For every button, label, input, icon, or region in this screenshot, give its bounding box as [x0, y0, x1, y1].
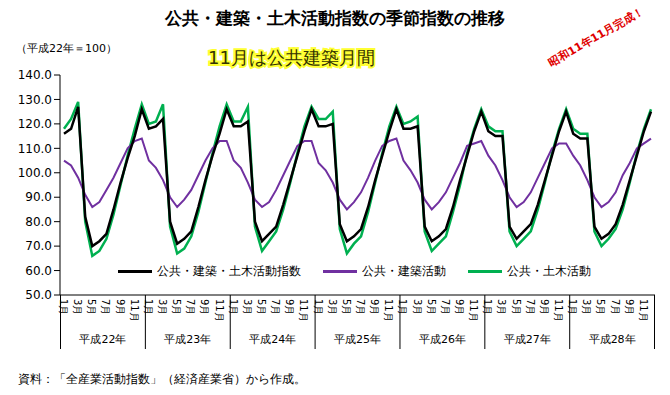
svg-text:130.0: 130.0	[18, 93, 52, 107]
svg-text:平成22年: 平成22年	[79, 333, 126, 346]
svg-text:11月: 11月	[553, 299, 564, 322]
svg-text:5月: 5月	[426, 299, 437, 315]
svg-text:11月: 11月	[638, 299, 649, 322]
svg-text:3月: 3月	[157, 299, 168, 315]
svg-text:9月: 9月	[539, 299, 550, 315]
svg-text:100.0: 100.0	[18, 166, 52, 180]
svg-text:7月: 7月	[610, 299, 621, 315]
svg-text:昭和11年11月完成！: 昭和11年11月完成！	[546, 4, 646, 69]
svg-text:110.0: 110.0	[18, 142, 52, 156]
svg-text:140.0: 140.0	[18, 68, 52, 82]
svg-text:9月: 9月	[284, 299, 295, 315]
svg-text:11月: 11月	[214, 299, 225, 322]
svg-text:公共・建築・土木活動指数の季節指数の推移: 公共・建築・土木活動指数の季節指数の推移	[164, 8, 505, 28]
svg-text:11月: 11月	[129, 299, 140, 322]
svg-text:60.0: 60.0	[25, 264, 52, 278]
svg-text:7月: 7月	[100, 299, 111, 315]
svg-text:9月: 9月	[199, 299, 210, 315]
svg-text:11月: 11月	[468, 299, 479, 322]
svg-text:5月: 5月	[86, 299, 97, 315]
svg-text:5月: 5月	[256, 299, 267, 315]
svg-text:7月: 7月	[185, 299, 196, 315]
svg-text:5月: 5月	[595, 299, 606, 315]
svg-text:3月: 3月	[412, 299, 423, 315]
svg-text:1月: 1月	[228, 299, 239, 315]
svg-text:平成27年: 平成27年	[504, 333, 551, 346]
svg-text:平成26年: 平成26年	[419, 333, 466, 346]
svg-text:5月: 5月	[341, 299, 352, 315]
svg-text:1月: 1月	[143, 299, 154, 315]
svg-text:3月: 3月	[496, 299, 507, 315]
svg-text:9月: 9月	[624, 299, 635, 315]
svg-text:3月: 3月	[242, 299, 253, 315]
svg-text:3月: 3月	[72, 299, 83, 315]
svg-text:1月: 1月	[397, 299, 408, 315]
svg-text:9月: 9月	[115, 299, 126, 315]
svg-text:5月: 5月	[171, 299, 182, 315]
svg-text:資料：「全産業活動指数」（経済産業省）から作成。: 資料：「全産業活動指数」（経済産業省）から作成。	[18, 372, 306, 386]
svg-text:90.0: 90.0	[25, 190, 52, 204]
svg-text:9月: 9月	[369, 299, 380, 315]
svg-text:80.0: 80.0	[25, 215, 52, 229]
html-text:公共・土木活動: 公共・土木活動	[507, 264, 591, 278]
svg-text:11月: 11月	[298, 299, 309, 322]
svg-text:7月: 7月	[525, 299, 536, 315]
svg-text:1月: 1月	[482, 299, 493, 315]
svg-text:1月: 1月	[58, 299, 69, 315]
svg-text:70.0: 70.0	[25, 239, 52, 253]
svg-text:（平成22年＝100）: （平成22年＝100）	[16, 42, 117, 55]
svg-text:5月: 5月	[511, 299, 522, 315]
html-text:公共・建築活動: 公共・建築活動	[362, 264, 446, 278]
svg-text:9月: 9月	[454, 299, 465, 315]
svg-text:1月: 1月	[313, 299, 324, 315]
svg-text:7月: 7月	[270, 299, 281, 315]
svg-text:120.0: 120.0	[18, 117, 52, 131]
svg-text:平成24年: 平成24年	[249, 333, 296, 346]
html-text:公共・建築・土木活動指数: 公共・建築・土木活動指数	[157, 264, 301, 278]
svg-text:3月: 3月	[327, 299, 338, 315]
svg-text:7月: 7月	[440, 299, 451, 315]
svg-text:11月は公共建築月間: 11月は公共建築月間	[208, 47, 375, 68]
svg-text:平成25年: 平成25年	[334, 333, 381, 346]
svg-text:3月: 3月	[581, 299, 592, 315]
svg-text:1月: 1月	[567, 299, 578, 315]
svg-text:7月: 7月	[355, 299, 366, 315]
svg-text:50.0: 50.0	[25, 288, 52, 302]
svg-text:11月: 11月	[383, 299, 394, 322]
svg-text:平成23年: 平成23年	[164, 333, 211, 346]
svg-text:平成28年: 平成28年	[589, 333, 636, 346]
